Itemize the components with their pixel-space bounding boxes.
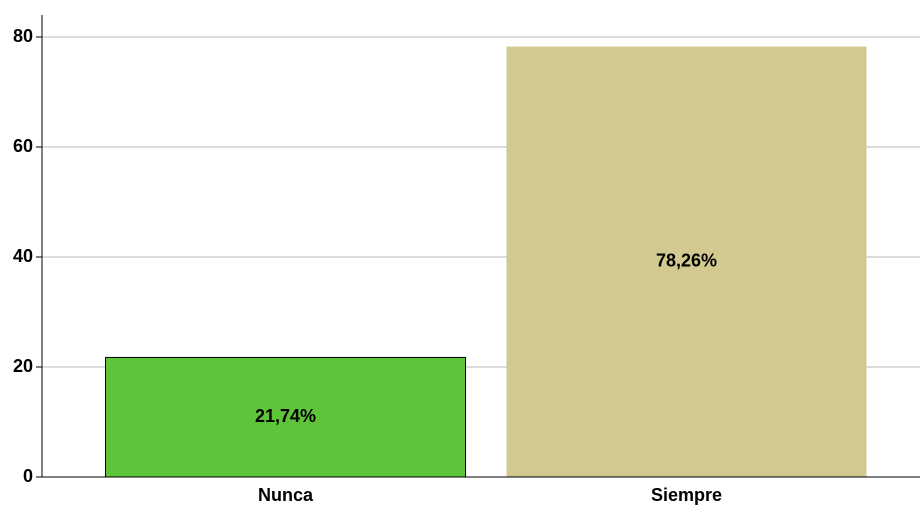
y-tick-label: 0 [23,466,33,486]
y-tick-label: 40 [13,246,33,266]
value-label: 78,26% [656,251,717,271]
value-label: 21,74% [255,406,316,426]
y-tick-label: 80 [13,26,33,46]
x-tick-label: Siempre [651,485,722,505]
bar [105,356,466,478]
y-tick-label: 20 [13,356,33,376]
x-tick-label: Nunca [258,485,314,505]
bar [506,46,867,477]
y-tick-label: 60 [13,136,33,156]
